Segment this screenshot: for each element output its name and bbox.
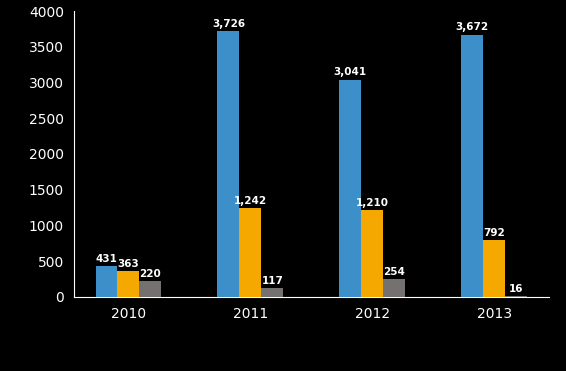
Text: 254: 254 <box>383 266 405 276</box>
Bar <box>139 281 161 297</box>
Text: 3,672: 3,672 <box>456 22 489 32</box>
Text: 1,210: 1,210 <box>356 198 389 208</box>
Bar <box>461 35 483 297</box>
Text: 16: 16 <box>509 283 524 293</box>
Text: 3,041: 3,041 <box>334 68 367 78</box>
Text: 220: 220 <box>139 269 161 279</box>
Text: 792: 792 <box>483 228 505 238</box>
Bar <box>383 279 405 297</box>
Bar <box>483 240 505 297</box>
Bar <box>217 31 239 297</box>
Bar <box>239 208 261 297</box>
Bar <box>261 288 283 297</box>
Bar <box>118 271 139 297</box>
Bar <box>96 266 118 297</box>
Text: 431: 431 <box>96 254 117 264</box>
Text: 3,726: 3,726 <box>212 19 245 29</box>
Bar <box>361 210 383 297</box>
Text: 117: 117 <box>261 276 283 286</box>
Bar <box>340 80 361 297</box>
Text: 363: 363 <box>118 259 139 269</box>
Bar <box>505 296 527 297</box>
Legend: Disposal Receipts, Non Disposal Income, Other income: Disposal Receipts, Non Disposal Income, … <box>97 370 525 371</box>
Text: 1,242: 1,242 <box>234 196 267 206</box>
